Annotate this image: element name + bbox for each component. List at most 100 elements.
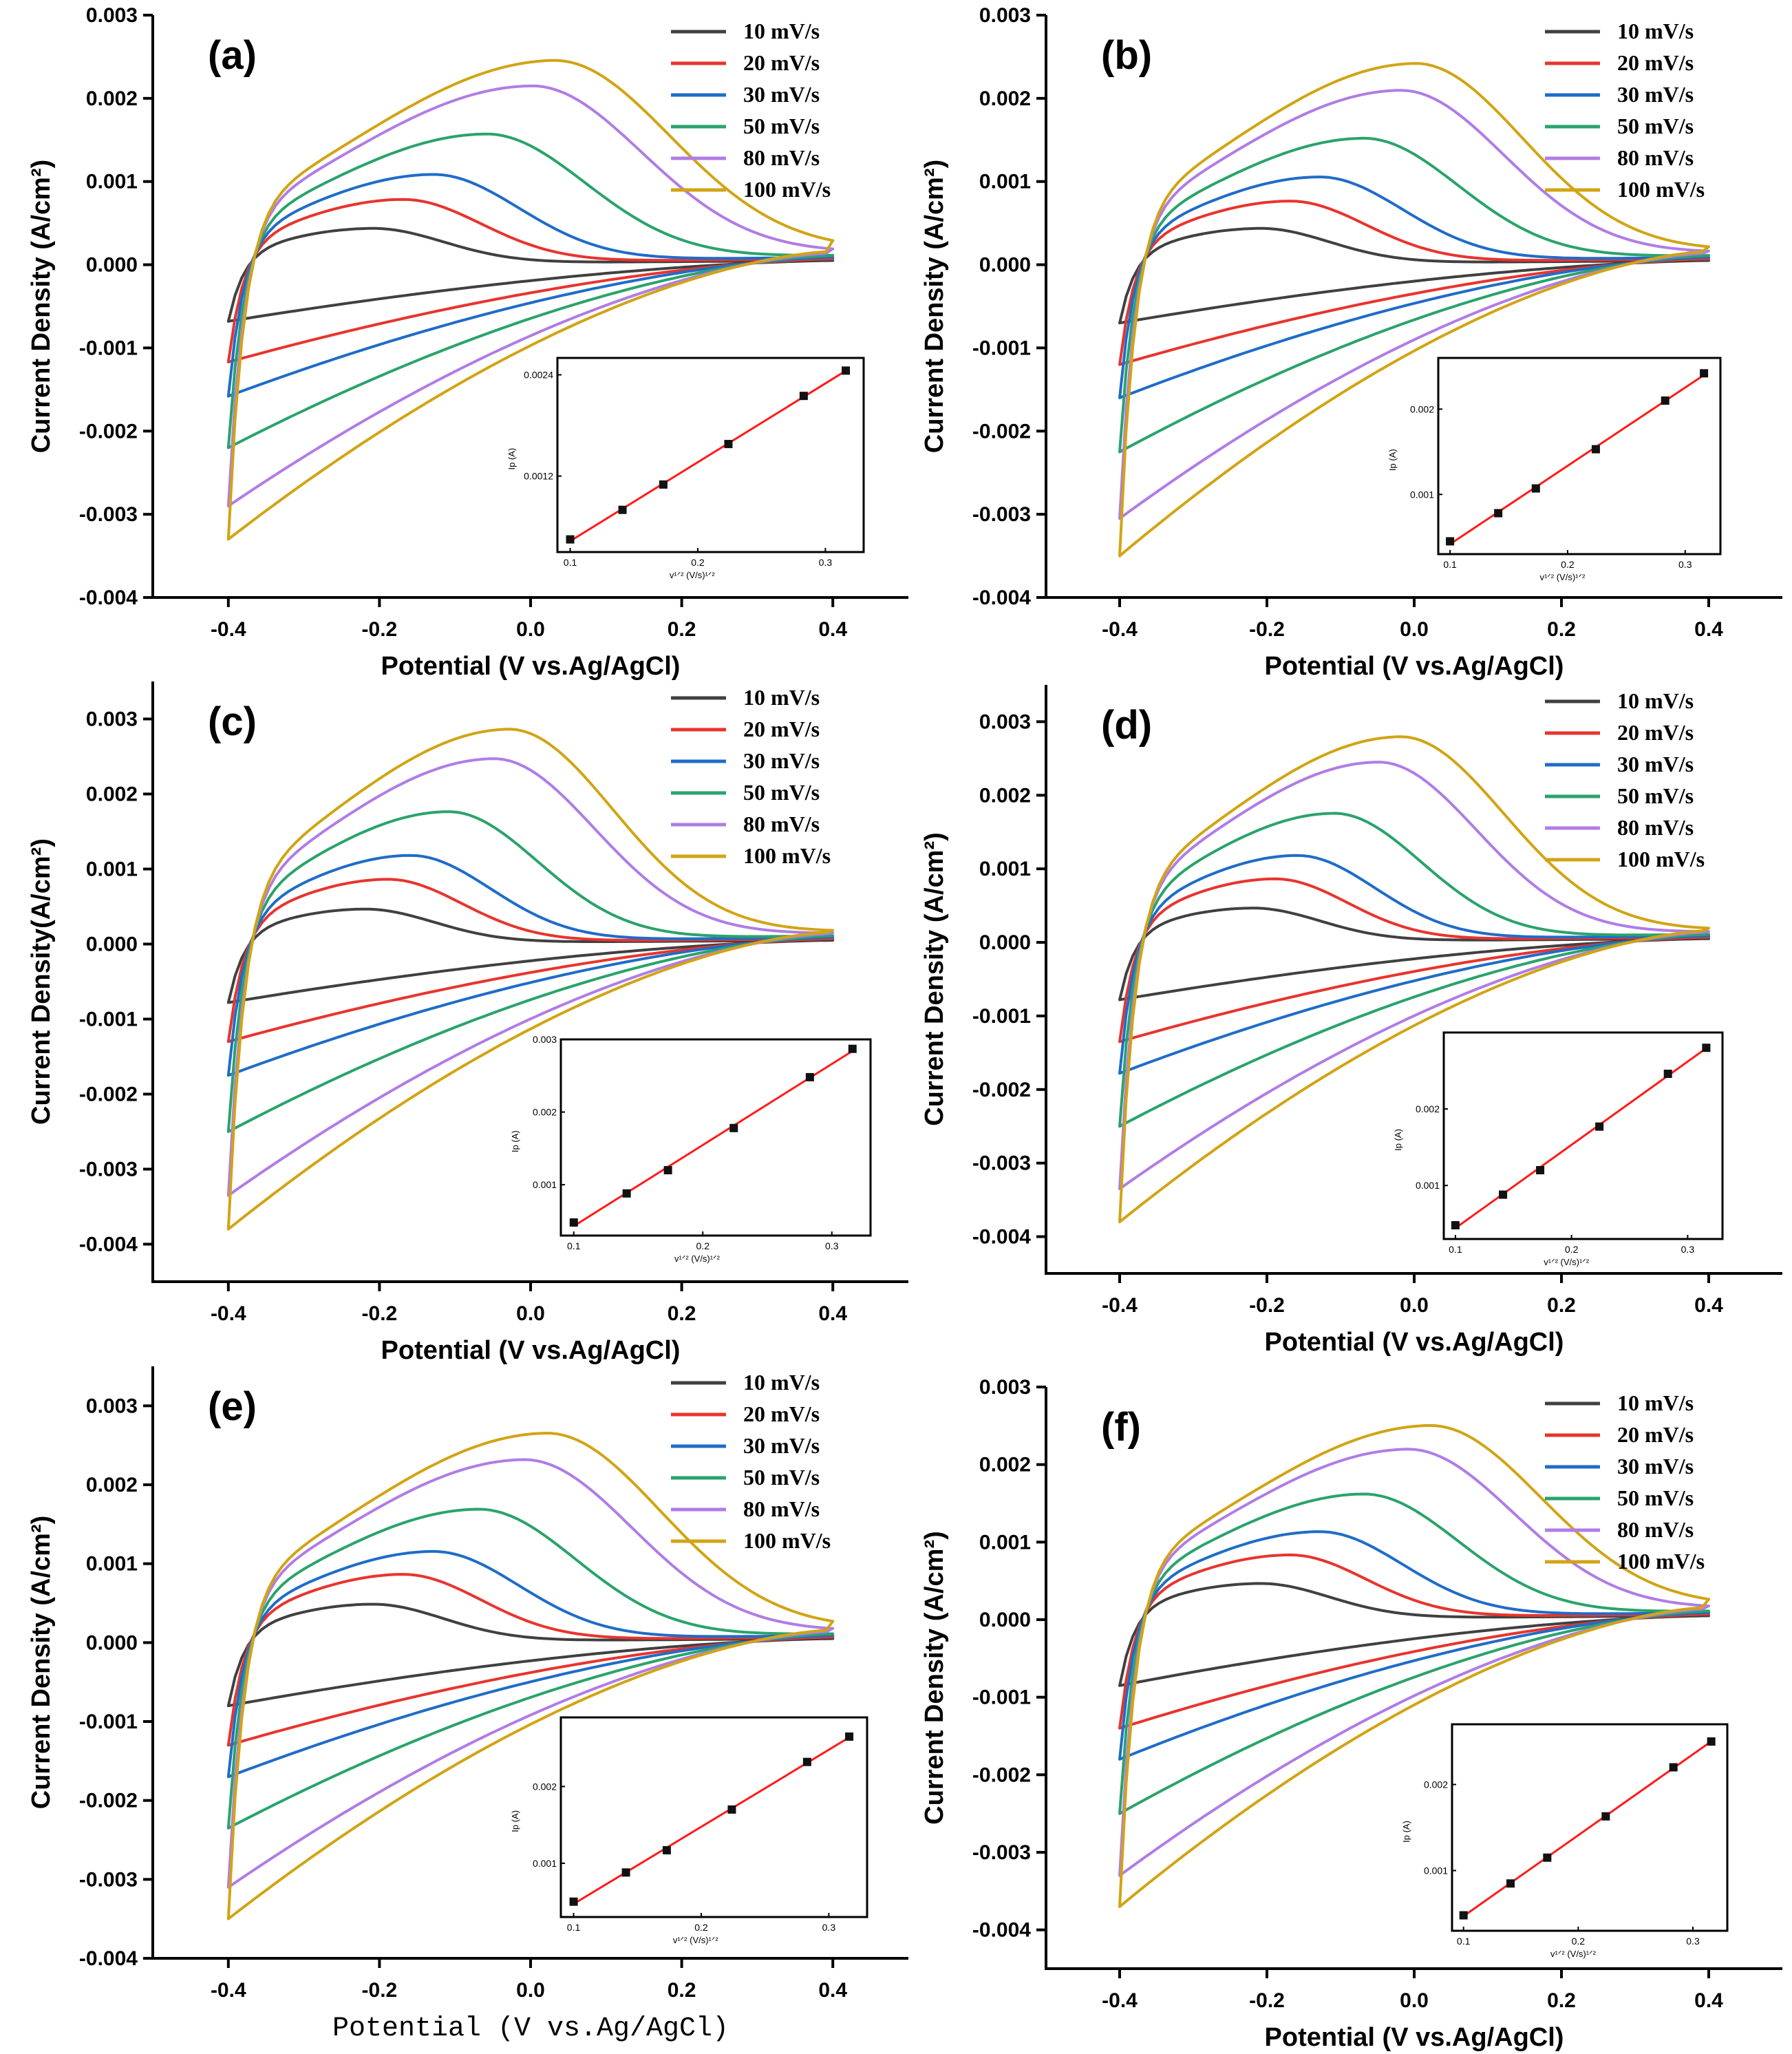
y-tick-label: -0.003 [79, 1158, 138, 1181]
inset-data-point [1543, 1853, 1552, 1862]
y-tick-label: -0.001 [972, 1005, 1031, 1028]
legend-label: 30 mV/s [1617, 1454, 1694, 1479]
inset-x-title: v¹ᐟ² (V/s)¹ᐟ² [1550, 1949, 1597, 1959]
cv-curve-20mV-s [1118, 200, 1710, 366]
legend-label: 10 mV/s [1617, 1390, 1694, 1415]
panel-label: (e) [208, 1384, 257, 1429]
legend-label: 30 mV/s [1617, 82, 1694, 107]
inset-plot: 0.1 0.2 0.3 0.001 0.002 0.003 v¹ᐟ² (V/s)¹ᐟ² Ip … [510, 1034, 872, 1264]
inset-x-tick-label: 0.2 [1565, 1244, 1579, 1255]
cv-curve-100mV-s [1118, 735, 1710, 1224]
panel-label: (c) [208, 699, 257, 744]
cv-curve-10mV-s [1118, 1582, 1710, 1687]
inset-y-tick-label: 0.002 [533, 1781, 557, 1792]
x-tick-label: 0.4 [1694, 1294, 1723, 1317]
y-tick-label: -0.004 [972, 1919, 1031, 1942]
inset-x-tick-label: 0.2 [1572, 1936, 1586, 1947]
inset-data-point [659, 480, 668, 489]
cv-curve-20mV-s [226, 1573, 835, 1747]
y-tick-label: 0.001 [979, 858, 1031, 880]
inset-data-point [1494, 509, 1503, 518]
inset-data-point [1446, 537, 1455, 546]
inset-fit-line [1455, 1047, 1707, 1229]
y-tick-label: 0.001 [979, 171, 1031, 193]
inset-y-tick-label: 0.002 [1424, 1779, 1448, 1790]
legend-label: 20 mV/s [743, 50, 820, 75]
cv-curve-20mV-s [1118, 1553, 1710, 1730]
inset-x-tick-label: 0.1 [1449, 1244, 1462, 1255]
y-tick-label: 0.000 [86, 933, 138, 956]
x-axis-title: Potential (V vs.Ag/AgCl) [381, 652, 681, 681]
y-tick-label: 0.002 [86, 87, 138, 110]
cv-curve-20mV-s [226, 878, 835, 1044]
y-tick-label: 0.000 [979, 1609, 1031, 1631]
inset-x-tick-label: 0.2 [696, 1240, 710, 1251]
y-tick-label: -0.002 [972, 1079, 1031, 1101]
x-tick-label: 0.2 [668, 1979, 696, 2002]
inset-data-point [663, 1166, 672, 1174]
y-tick-label: 0.001 [979, 1531, 1031, 1554]
cv-curve-80mV-s [226, 757, 835, 1197]
cv-curve-50mV-s [1118, 812, 1710, 1128]
legend-label: 50 mV/s [743, 1465, 820, 1490]
y-tick-label: -0.002 [79, 1083, 138, 1106]
inset-y-tick-label: 0.002 [1416, 1103, 1440, 1114]
y-tick-label: 0.000 [979, 931, 1031, 954]
y-tick-label: -0.003 [972, 503, 1031, 526]
inset-y-title: Ip (A) [1401, 1821, 1411, 1843]
inset-x-tick-label: 0.2 [1561, 559, 1575, 570]
x-axis-title: Potential (V vs.Ag/AgCl) [1265, 2023, 1564, 2052]
inset-y-tick-label: 0.0024 [524, 370, 553, 381]
legend-label: 100 mV/s [743, 177, 831, 202]
legend-label: 100 mV/s [1617, 1549, 1705, 1574]
inset-data-point [724, 440, 733, 449]
inset-data-point [1536, 1166, 1545, 1174]
x-tick-label: 0.0 [516, 1302, 545, 1325]
y-tick-label: -0.004 [79, 586, 138, 609]
legend-label: 80 mV/s [743, 812, 820, 836]
cv-curve-100mV-s [1118, 62, 1710, 558]
y-tick-label: 0.002 [979, 1454, 1031, 1476]
cv-curve-80mV-s [226, 1458, 835, 1889]
panel-a: 0.003 0.002 0.001 0.000 -0.001 -0.002 -0.003 -0… [27, 4, 908, 681]
inset-data-point [1595, 1122, 1604, 1131]
inset-x-tick-label: 0.1 [567, 1240, 581, 1251]
x-tick-label: -0.2 [362, 1979, 398, 2002]
inset-data-point [1663, 1070, 1672, 1078]
inset-data-point [1459, 1911, 1468, 1920]
inset-y-tick-label: 0.001 [533, 1179, 557, 1190]
inset-x-tick-label: 0.1 [564, 557, 577, 568]
legend-label: 80 mV/s [1617, 1517, 1694, 1542]
x-tick-label: 0.0 [1400, 618, 1429, 641]
panel-e: 0.003 0.002 0.001 0.000 -0.001 -0.002 -0.003 -0… [27, 1366, 908, 2044]
y-tick-label: -0.004 [79, 1234, 138, 1256]
inset-x-tick-label: 0.1 [1457, 1936, 1471, 1947]
x-tick-label: 0.2 [668, 1302, 696, 1325]
y-tick-label: 0.003 [979, 4, 1031, 27]
inset-y-tick-label: 0.0012 [524, 471, 553, 482]
legend-label: 50 mV/s [743, 780, 820, 805]
inset-plot: 0.1 0.2 0.3 0.001 0.002 v¹ᐟ² (V/s)¹ᐟ² Ip (A) [1401, 1723, 1729, 1959]
x-tick-label: -0.2 [362, 1302, 398, 1325]
panel-label: (d) [1101, 703, 1152, 748]
y-tick-label: -0.002 [972, 420, 1031, 443]
legend-label: 10 mV/s [743, 1370, 820, 1395]
y-tick-label: 0.003 [979, 710, 1031, 733]
y-axis-title: Current Density (A/cm²) [27, 1516, 56, 1810]
legend-label: 80 mV/s [743, 145, 820, 170]
legend-label: 20 mV/s [743, 717, 820, 741]
panel-label: (f) [1101, 1405, 1141, 1450]
inset-frame [559, 1716, 868, 1918]
inset-data-point [1700, 369, 1709, 378]
legend-label: 30 mV/s [743, 1433, 820, 1458]
cv-curve-80mV-s [1118, 1448, 1710, 1877]
y-tick-label: 0.002 [86, 783, 138, 806]
legend-label: 50 mV/s [743, 114, 820, 138]
y-tick-label: 0.000 [86, 254, 138, 277]
y-tick-label: -0.004 [972, 586, 1031, 609]
panel-d: 0.003 0.002 0.001 0.000 -0.001 -0.002 -0.003 -0… [920, 685, 1782, 1357]
y-axis-title: Current Density (A/cm²) [920, 160, 949, 454]
y-axis-title: Current Density (A/cm²) [920, 1531, 949, 1825]
legend-label: 10 mV/s [743, 685, 820, 710]
y-axis-title: Current Density(A/cm²) [27, 838, 56, 1125]
